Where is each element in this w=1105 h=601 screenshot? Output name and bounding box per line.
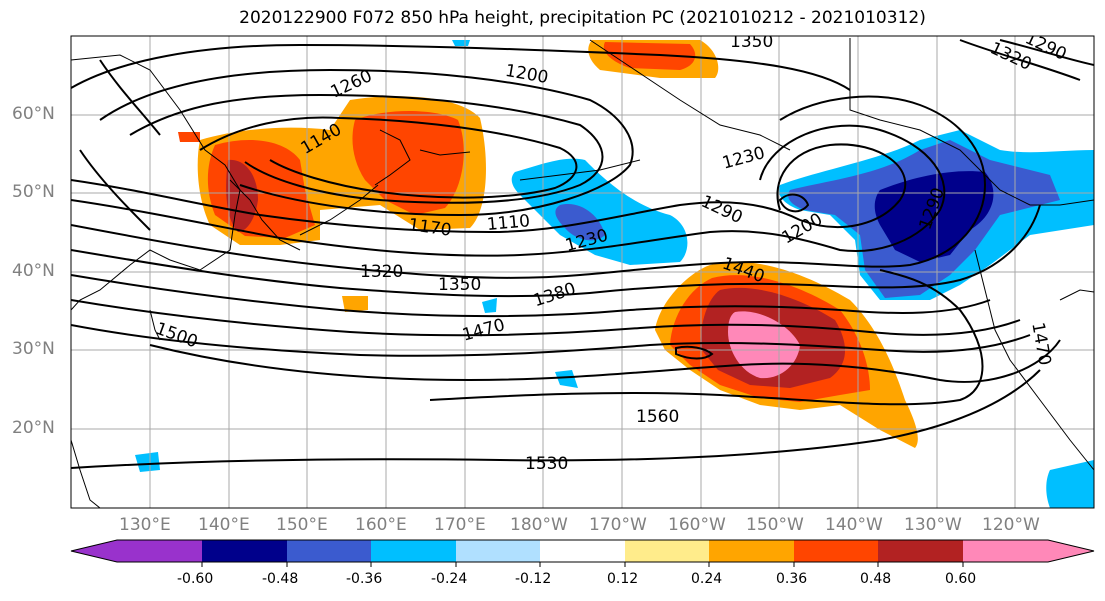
colorbar-segment [456,540,540,562]
lat-label: 30°N [12,339,55,359]
lon-label: 130°E [119,515,171,535]
precip-region [135,452,160,472]
colorbar-segment [202,540,287,562]
lon-label: 150°W [746,515,804,535]
lat-label: 40°N [12,261,55,281]
contour-label: 1350 [438,275,481,295]
precip-region [482,298,497,313]
precip-region [342,296,368,312]
precip-region [555,204,605,241]
lon-label: 120°W [982,515,1040,535]
lon-label: 160°W [668,515,726,535]
colorbar-tick-label: 0.36 [776,571,808,587]
colorbar-segment [794,540,878,562]
precip-region [511,158,688,265]
lat-label: 50°N [12,182,55,202]
precip-region [603,42,696,70]
colorbar-segment [371,540,456,562]
lon-label: 170°W [589,515,647,535]
map-title: 2020122900 F072 850 hPa height, precipit… [239,8,926,28]
map-frame [70,35,1095,509]
height-contours [71,39,1094,469]
colorbar-tick-label: -0.24 [431,571,468,587]
lon-label: 180°W [510,515,568,535]
contour-label: 1350 [730,32,773,52]
precip-region [728,311,800,379]
colorbar-segment [625,540,709,562]
contour-label: 1560 [636,407,679,427]
colorbar-segment [709,540,794,562]
colorbar-segment [878,540,963,562]
lon-label: 150°E [276,515,328,535]
lon-label: 140°E [198,515,250,535]
lon-label: 160°E [355,515,407,535]
colorbar-tick-label: 0.60 [945,571,977,587]
colorbar-tick-label: 0.12 [607,571,639,587]
colorbar-segment [287,540,371,562]
colorbar-segment [963,540,1094,562]
precip-region [352,111,464,215]
contour-label: 1320 [360,262,403,282]
lat-label: 20°N [12,418,55,438]
colorbar-tick-label: 0.48 [860,571,892,587]
colorbar-tick-label: -0.12 [515,571,552,587]
colorbar-segment [71,540,202,562]
precip-region [555,370,578,388]
precip-region [1046,460,1094,508]
colorbar-segment [540,540,625,562]
lon-label: 170°E [434,515,486,535]
colorbar [70,539,1095,567]
precip-region [452,40,470,46]
contour-label: 1530 [525,454,568,474]
lon-label: 140°W [825,515,883,535]
lon-label: 130°W [904,515,962,535]
contour-label: 1110 [486,211,531,235]
colorbar-tick-label: -0.36 [346,571,383,587]
lat-label: 60°N [12,104,55,124]
colorbar-tick-label: 0.24 [691,571,723,587]
colorbar-tick-label: -0.60 [177,571,214,587]
precip-region [178,132,200,142]
colorbar-tick-label: -0.48 [262,571,299,587]
